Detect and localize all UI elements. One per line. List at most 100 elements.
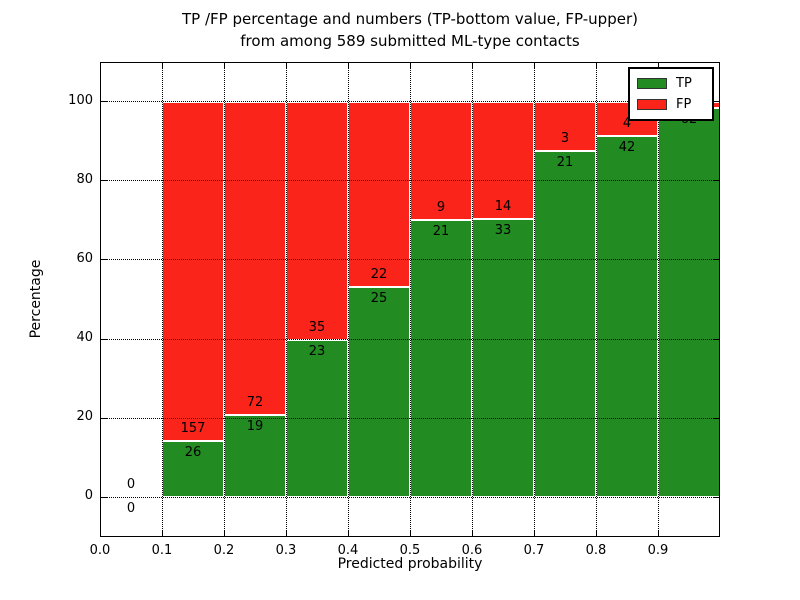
x-tick	[471, 530, 473, 537]
bar-count-label-fp: 0	[126, 477, 136, 493]
y-tick-right	[713, 338, 720, 340]
bar-segment-fp	[534, 101, 596, 152]
bar-segment-tp	[410, 220, 472, 498]
y-axis-label: Percentage	[28, 259, 44, 339]
y-tick-right	[713, 180, 720, 182]
y-tick-right	[713, 496, 720, 498]
chart-title-line2: from among 589 submitted ML-type contact…	[240, 32, 580, 50]
bar-count-label-fp: 35	[308, 320, 326, 336]
gridline-v	[409, 62, 411, 537]
bar-count-label-fp: 72	[246, 394, 264, 410]
x-tick	[533, 530, 535, 537]
bar-segment-tp	[348, 286, 410, 498]
y-tick-label: 80	[76, 171, 93, 187]
x-tick	[99, 530, 101, 537]
x-tick-label: 0.1	[151, 543, 173, 558]
x-tick-top	[347, 62, 349, 69]
bar-segment-tp	[472, 219, 534, 498]
chart-title-line1: TP /FP percentage and numbers (TP-bottom…	[182, 10, 638, 28]
legend: TP FP	[628, 67, 714, 121]
x-tick-top	[285, 62, 287, 69]
legend-item-fp: FP	[637, 94, 705, 115]
x-tick	[657, 530, 659, 537]
y-tick	[100, 417, 107, 419]
x-tick	[161, 530, 163, 537]
y-tick	[100, 101, 107, 103]
x-tick-label: 0.9	[647, 543, 669, 558]
y-tick-label: 0	[84, 488, 93, 504]
y-tick	[100, 496, 107, 498]
x-tick-top	[223, 62, 225, 69]
bar-count-label-fp: 22	[370, 266, 388, 282]
bar-segment-fp	[224, 101, 286, 415]
bar-segment-fp	[410, 101, 472, 221]
gridline-v	[285, 62, 287, 537]
bar-count-label-tp: 25	[370, 290, 388, 306]
x-tick-label: 0.4	[337, 543, 359, 558]
y-tick-label: 20	[76, 409, 93, 425]
bar-segment-tp	[534, 151, 596, 498]
tp-color-swatch	[637, 78, 667, 89]
gridline-v	[595, 62, 597, 537]
gridline-v	[533, 62, 535, 537]
bar-segment-tp	[658, 107, 720, 498]
y-tick-label: 100	[68, 92, 93, 108]
gridline-v	[223, 62, 225, 537]
x-tick-top	[99, 62, 101, 69]
y-tick-right	[713, 259, 720, 261]
bar-count-label-tp: 0	[126, 501, 136, 517]
y-tick-label: 60	[76, 250, 93, 266]
y-tick	[100, 259, 107, 261]
bar-count-label-fp: 14	[494, 199, 512, 215]
gridline-v	[471, 62, 473, 537]
x-tick-top	[533, 62, 535, 69]
gridline-v	[347, 62, 349, 537]
x-tick-label: 0.3	[275, 543, 297, 558]
x-tick	[595, 530, 597, 537]
gridline-v	[161, 62, 163, 537]
x-tick-top	[161, 62, 163, 69]
x-tick-label: 0.2	[213, 543, 235, 558]
bar-count-label-tp: 19	[246, 418, 264, 434]
bar-count-label-tp: 42	[618, 140, 636, 155]
bar-segment-tp	[286, 340, 348, 498]
bar-segment-tp	[596, 136, 658, 498]
bar-count-label-tp: 26	[184, 445, 202, 461]
x-tick-label: 0.0	[89, 543, 111, 558]
x-tick-top	[595, 62, 597, 69]
legend-label-fp: FP	[676, 97, 692, 112]
x-tick-label: 0.8	[585, 543, 607, 558]
bar-count-label-fp: 157	[180, 421, 206, 437]
bar-segment-fp	[162, 101, 224, 442]
bar-count-label-fp: 3	[560, 131, 570, 147]
bar-count-label-fp: 4	[622, 116, 632, 131]
y-tick-right	[713, 101, 720, 103]
x-tick-label: 0.6	[461, 543, 483, 558]
y-tick	[100, 338, 107, 340]
x-tick-label: 0.5	[399, 543, 421, 558]
x-axis-label: Predicted probability	[337, 556, 483, 572]
fp-color-swatch	[637, 99, 667, 110]
x-tick	[347, 530, 349, 537]
x-tick-top	[471, 62, 473, 69]
bar-segment-fp	[286, 101, 348, 341]
y-tick	[100, 180, 107, 182]
y-tick-label: 40	[76, 330, 93, 346]
gridline-v	[657, 62, 659, 537]
legend-label-tp: TP	[676, 76, 692, 91]
bar-segment-tp	[162, 441, 224, 498]
bar-segment-fp	[348, 101, 410, 287]
x-tick	[223, 530, 225, 537]
x-tick	[409, 530, 411, 537]
y-tick-right	[713, 417, 720, 419]
x-tick-label: 0.7	[523, 543, 545, 558]
legend-item-tp: TP	[637, 73, 705, 94]
bar-count-label-fp: 9	[436, 200, 446, 216]
bar-count-label-tp: 33	[494, 223, 512, 239]
x-tick-top	[657, 62, 659, 69]
bar-count-label-tp: 21	[432, 224, 450, 240]
x-tick-top	[409, 62, 411, 69]
x-tick	[285, 530, 287, 537]
bar-count-label-tp: 23	[308, 344, 326, 360]
